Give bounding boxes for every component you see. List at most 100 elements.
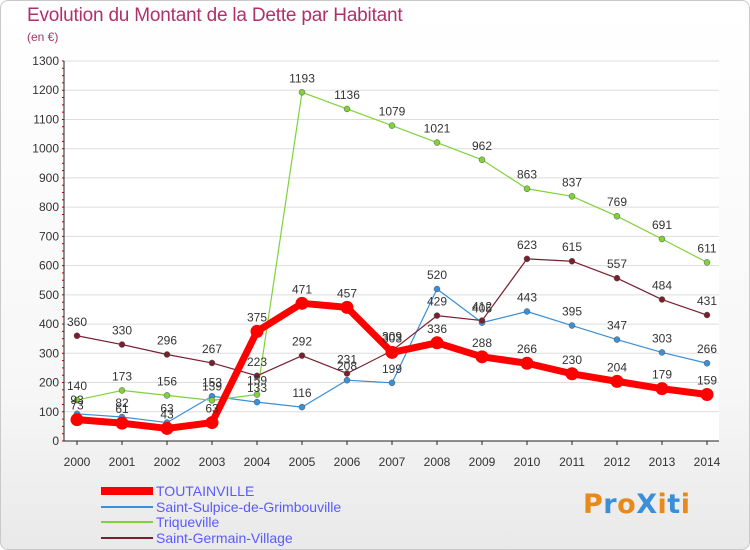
data-point (295, 296, 309, 310)
y-tick-label: 300 (39, 346, 59, 360)
data-label: 63 (205, 402, 219, 416)
data-point (298, 403, 306, 411)
data-label: 63 (160, 402, 174, 416)
y-tick-label: 1100 (33, 112, 59, 126)
data-point (298, 89, 306, 96)
data-point (568, 193, 576, 200)
data-label: 309 (382, 330, 402, 344)
data-point (475, 350, 489, 364)
data-label: 1021 (424, 122, 451, 136)
data-label: 43 (160, 407, 174, 421)
data-label: 153 (202, 375, 222, 389)
logo-letter: P (583, 489, 604, 520)
data-label: 623 (517, 238, 537, 252)
legend-item: Triqueville (101, 515, 341, 531)
data-point (523, 255, 531, 263)
data-point (523, 185, 531, 192)
data-point (70, 413, 84, 427)
data-label: 179 (652, 368, 672, 382)
data-point (433, 139, 441, 146)
data-label: 292 (292, 335, 312, 349)
data-point (388, 122, 396, 129)
y-tick-label: 600 (39, 259, 59, 273)
x-tick-label: 2011 (559, 455, 585, 469)
data-point (118, 387, 126, 394)
data-point (658, 349, 666, 356)
data-point (118, 341, 126, 348)
data-label: 173 (112, 369, 132, 383)
data-point (343, 105, 351, 113)
data-label: 204 (607, 360, 627, 374)
x-tick-label: 2002 (154, 455, 181, 469)
data-point (700, 388, 714, 402)
legend-label: Saint-Germain-Village (156, 529, 293, 546)
y-tick-label: 100 (39, 405, 59, 419)
data-label: 769 (607, 195, 627, 209)
data-point (658, 296, 666, 303)
data-point (298, 352, 306, 359)
data-label: 691 (652, 218, 672, 232)
data-label: 1193 (289, 71, 315, 85)
legend-swatch (101, 521, 153, 523)
x-tick-label: 2005 (289, 455, 316, 469)
data-label: 347 (607, 319, 627, 333)
data-label: 266 (697, 342, 717, 356)
data-label: 73 (70, 399, 84, 413)
data-point (208, 397, 216, 404)
data-point (610, 374, 624, 388)
legend-label: TOUTAINVILLE (156, 483, 255, 499)
data-point (613, 274, 621, 282)
data-label: 266 (517, 342, 537, 356)
data-label: 443 (517, 291, 537, 305)
data-point (163, 392, 171, 399)
data-label: 431 (697, 294, 717, 308)
data-label: 336 (427, 322, 447, 336)
data-point (208, 359, 216, 367)
y-tick-label: 1300 (32, 54, 59, 68)
data-point (115, 416, 129, 430)
y-tick-label: 1200 (32, 83, 59, 97)
x-tick-label: 2004 (244, 455, 271, 469)
data-label: 159 (697, 374, 717, 388)
x-tick-label: 2014 (694, 455, 721, 469)
data-label: 82 (115, 396, 129, 410)
data-point (73, 396, 81, 404)
data-point (160, 421, 174, 435)
data-label: 405 (472, 302, 492, 316)
y-tick-label: 400 (39, 317, 59, 331)
data-label: 140 (67, 379, 87, 393)
y-tick-label: 1000 (32, 142, 59, 156)
x-tick-label: 2007 (379, 455, 406, 469)
data-point (703, 311, 711, 319)
data-point (343, 370, 351, 377)
data-label: 156 (157, 374, 177, 388)
data-point (385, 345, 399, 359)
data-label: 296 (157, 333, 177, 347)
legend-swatch (101, 536, 153, 539)
data-point (340, 300, 354, 314)
data-point (430, 336, 444, 350)
data-label: 303 (652, 331, 672, 345)
chart-title: Evolution du Montant de la Dette par Hab… (27, 5, 403, 26)
data-label: 93 (70, 393, 84, 407)
data-label: 199 (382, 362, 402, 376)
data-point (205, 416, 219, 430)
chart-unit-label: (en €) (27, 30, 59, 44)
legend-item: Saint-Sulpice-de-Grimbouville (101, 499, 341, 516)
legend-swatch (101, 487, 153, 495)
data-point (478, 156, 486, 164)
x-tick-label: 2006 (334, 455, 361, 469)
logo-letter: X (636, 489, 658, 520)
data-point (433, 312, 441, 319)
y-tick-label: 500 (39, 288, 59, 302)
chart-legend: TOUTAINVILLE Saint-Sulpice-de-Grimbouvill… (101, 484, 341, 546)
logo-letter: r (603, 489, 618, 520)
data-point (388, 379, 396, 387)
data-point (253, 372, 261, 380)
y-tick-label: 0 (52, 434, 59, 448)
data-point (658, 235, 666, 243)
data-label: 429 (427, 295, 447, 309)
y-tick-label: 900 (39, 171, 59, 185)
data-label: 1136 (334, 88, 360, 102)
